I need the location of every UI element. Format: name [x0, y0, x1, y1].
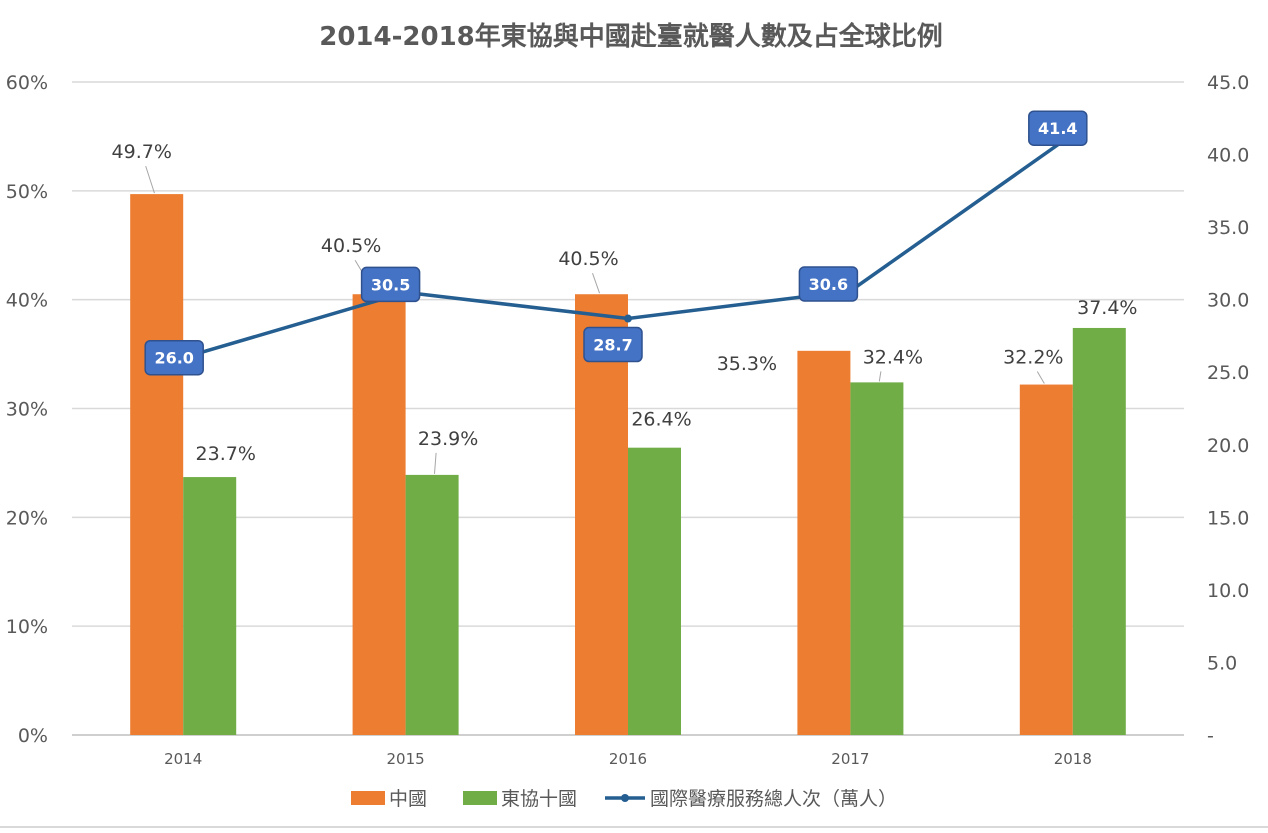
y-right-tick-label: 25.0	[1207, 362, 1249, 384]
bar-series	[130, 194, 1126, 735]
y-left-tick-label: 60%	[6, 72, 48, 94]
bar-china	[352, 294, 406, 735]
legend-label-asean: 東協十國	[501, 788, 577, 810]
legend-label-china: 中國	[389, 788, 427, 810]
chart-title: 2014-2018年東協與中國赴臺就醫人數及占全球比例	[319, 21, 943, 52]
y-left-tick-label: 40%	[6, 290, 48, 312]
bar-china	[575, 294, 628, 735]
x-tick-label: 2014	[164, 750, 202, 768]
x-tick-label: 2015	[387, 750, 425, 768]
line-data-label-box	[360, 266, 421, 303]
data-label-asean: 23.7%	[196, 443, 256, 465]
data-label-china: 32.2%	[1003, 347, 1063, 369]
line-data-label-box	[583, 326, 643, 363]
y-right-tick-label: 30.0	[1207, 290, 1249, 312]
line-series: 26.0 30.5 28.7 30.6 41.4	[144, 110, 1088, 376]
y-right-tick-label: 20.0	[1207, 435, 1249, 457]
data-label-china: 35.3%	[717, 353, 777, 375]
bar-asean	[628, 447, 681, 735]
left-axis: 0% 10% 20% 30% 40% 50% 60%	[6, 72, 48, 747]
bar-asean	[1072, 327, 1126, 735]
y-right-tick-label: 40.0	[1207, 145, 1249, 167]
y-right-tick-label: 45.0	[1207, 72, 1249, 94]
legend: 中國 東協十國 國際醫療服務總人次（萬人）	[351, 788, 897, 810]
x-axis: 2014 2015 2016 2017 2018	[164, 750, 1092, 768]
bar-data-labels: 49.7% 40.5% 40.5% 35.3% 32.2% 23.7% 23.9% 26.4%…	[112, 141, 1138, 465]
bar-china	[797, 350, 851, 735]
y-left-tick-label: 20%	[6, 507, 48, 529]
data-label-china: 40.5%	[558, 248, 618, 270]
line-data-label-box	[1028, 110, 1088, 146]
bar-asean	[183, 477, 237, 735]
data-label-china: 49.7%	[112, 141, 172, 163]
line-data-label: 28.7	[593, 336, 632, 355]
line-data-label: 30.6	[809, 275, 848, 294]
data-label-asean: 26.4%	[631, 409, 691, 431]
data-label-asean: 37.4%	[1077, 297, 1137, 319]
y-right-tick-label: 10.0	[1207, 580, 1249, 602]
x-tick-label: 2017	[831, 750, 869, 768]
y-left-tick-label: 10%	[6, 616, 48, 638]
y-right-tick-label: -	[1207, 725, 1214, 747]
y-right-tick-label: 5.0	[1207, 652, 1237, 674]
bar-china	[1019, 384, 1073, 735]
bar-asean	[850, 382, 904, 735]
line-data-label-box	[798, 266, 859, 302]
line-point	[624, 314, 632, 323]
legend-swatch-line-marker	[621, 794, 629, 802]
bar-china	[130, 194, 184, 735]
data-label-asean: 32.4%	[863, 346, 923, 368]
y-right-tick-label: 15.0	[1207, 507, 1249, 529]
leader-line	[1036, 371, 1045, 384]
bar-asean	[405, 474, 459, 735]
data-label-asean: 23.9%	[418, 428, 478, 450]
y-left-tick-label: 50%	[6, 181, 48, 203]
legend-label-total: 國際醫療服務總人次（萬人）	[650, 788, 897, 810]
x-tick-label: 2018	[1054, 750, 1092, 768]
x-tick-label: 2016	[609, 750, 647, 768]
legend-swatch-asean	[463, 791, 497, 805]
leader-line	[145, 165, 155, 194]
line-data-label: 26.0	[154, 349, 193, 368]
leader-line	[434, 452, 437, 474]
line-data-label: 30.5	[371, 275, 410, 294]
leader-line	[592, 273, 601, 294]
y-left-tick-label: 30%	[6, 399, 48, 421]
right-axis: - 5.0 10.0 15.0 20.0 25.0 30.0 35.0 40.0 45.0	[1207, 72, 1249, 747]
legend-swatch-china	[351, 791, 385, 805]
line-data-label: 41.4	[1038, 119, 1077, 138]
leader-line	[878, 371, 882, 382]
line-data-label-box	[144, 339, 204, 376]
y-left-tick-label: 0%	[18, 725, 48, 747]
data-label-china: 40.5%	[321, 235, 381, 257]
y-right-tick-label: 35.0	[1207, 217, 1249, 239]
